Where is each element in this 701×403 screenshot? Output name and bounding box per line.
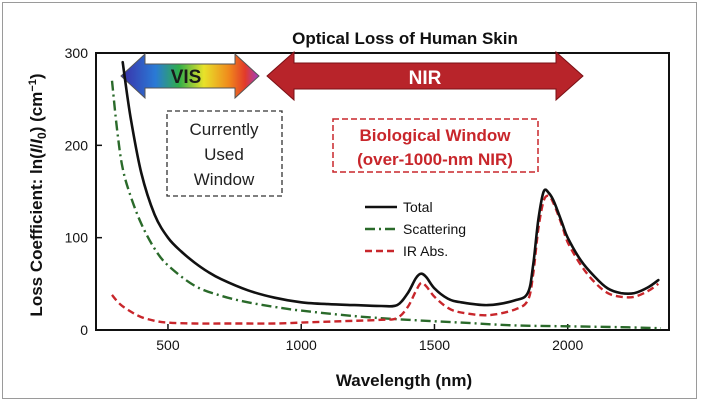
legend-label: IR Abs.: [403, 243, 448, 259]
x-tick-label: 2000: [552, 337, 583, 353]
currently-used-window-line-1: Currently: [190, 120, 259, 139]
y-tick-label: 200: [65, 137, 89, 153]
y-axis-title-slash: /: [27, 143, 46, 148]
y-axis-title-prefix: Loss Coefficient: ln(: [27, 153, 46, 317]
y-tick-label: 0: [80, 322, 88, 338]
biological-window-line-1: Biological Window: [360, 126, 512, 145]
currently-used-window-annotation: Currently Used Window: [166, 110, 283, 197]
x-tick-label: 1500: [419, 337, 450, 353]
vis-arrow-label: VIS: [171, 67, 202, 88]
nir-arrow-label: NIR: [409, 68, 442, 89]
series-line-ir-abs: [111, 194, 660, 325]
x-axis-title: Wavelength (nm): [336, 371, 472, 390]
currently-used-window-box: [166, 110, 283, 197]
y-tick-label: 100: [65, 230, 89, 246]
legend-label: Total: [403, 199, 433, 215]
series-line-scattering: [110, 80, 662, 330]
plot-area-frame: [95, 52, 670, 331]
legend: Total Scattering IR Abs.: [365, 199, 466, 259]
y-axis-ticks: 0 100 200 300: [65, 45, 102, 338]
biological-window-annotation: Biological Window (over-1000-nm NIR): [332, 118, 539, 173]
y-axis-title-i2: I: [27, 138, 46, 144]
chart-title: Optical Loss of Human Skin: [292, 29, 518, 48]
biological-window-box: [332, 118, 539, 173]
y-axis-title-sup: −1: [27, 79, 39, 92]
legend-label: Scattering: [403, 221, 466, 237]
series-layer: [110, 60, 662, 330]
x-tick-label: 1000: [286, 337, 317, 353]
currently-used-window-line-2: Used: [204, 145, 244, 164]
nir-arrow: NIR: [266, 50, 584, 102]
y-axis-title-close: ): [27, 73, 46, 79]
x-axis-ticks: 500 1000 1500 2000: [156, 324, 584, 353]
y-axis-title-i1: I: [27, 147, 46, 153]
nir-arrow-shape: [266, 50, 584, 102]
y-axis-title-sub: 0: [35, 132, 49, 139]
vis-arrow: VIS: [120, 52, 260, 100]
y-tick-label: 300: [65, 45, 89, 61]
x-tick-label: 500: [156, 337, 180, 353]
figure-frame: [2, 2, 697, 399]
currently-used-window-line-3: Window: [194, 170, 255, 189]
biological-window-line-2: (over-1000-nm NIR): [357, 150, 513, 169]
series-line-total: [121, 60, 660, 308]
y-axis-title: Loss Coefficient: ln(I/I0) (cm−1): [27, 73, 49, 316]
y-axis-title-suffix: ) (cm: [27, 92, 46, 133]
vis-arrow-shape: [120, 52, 260, 100]
